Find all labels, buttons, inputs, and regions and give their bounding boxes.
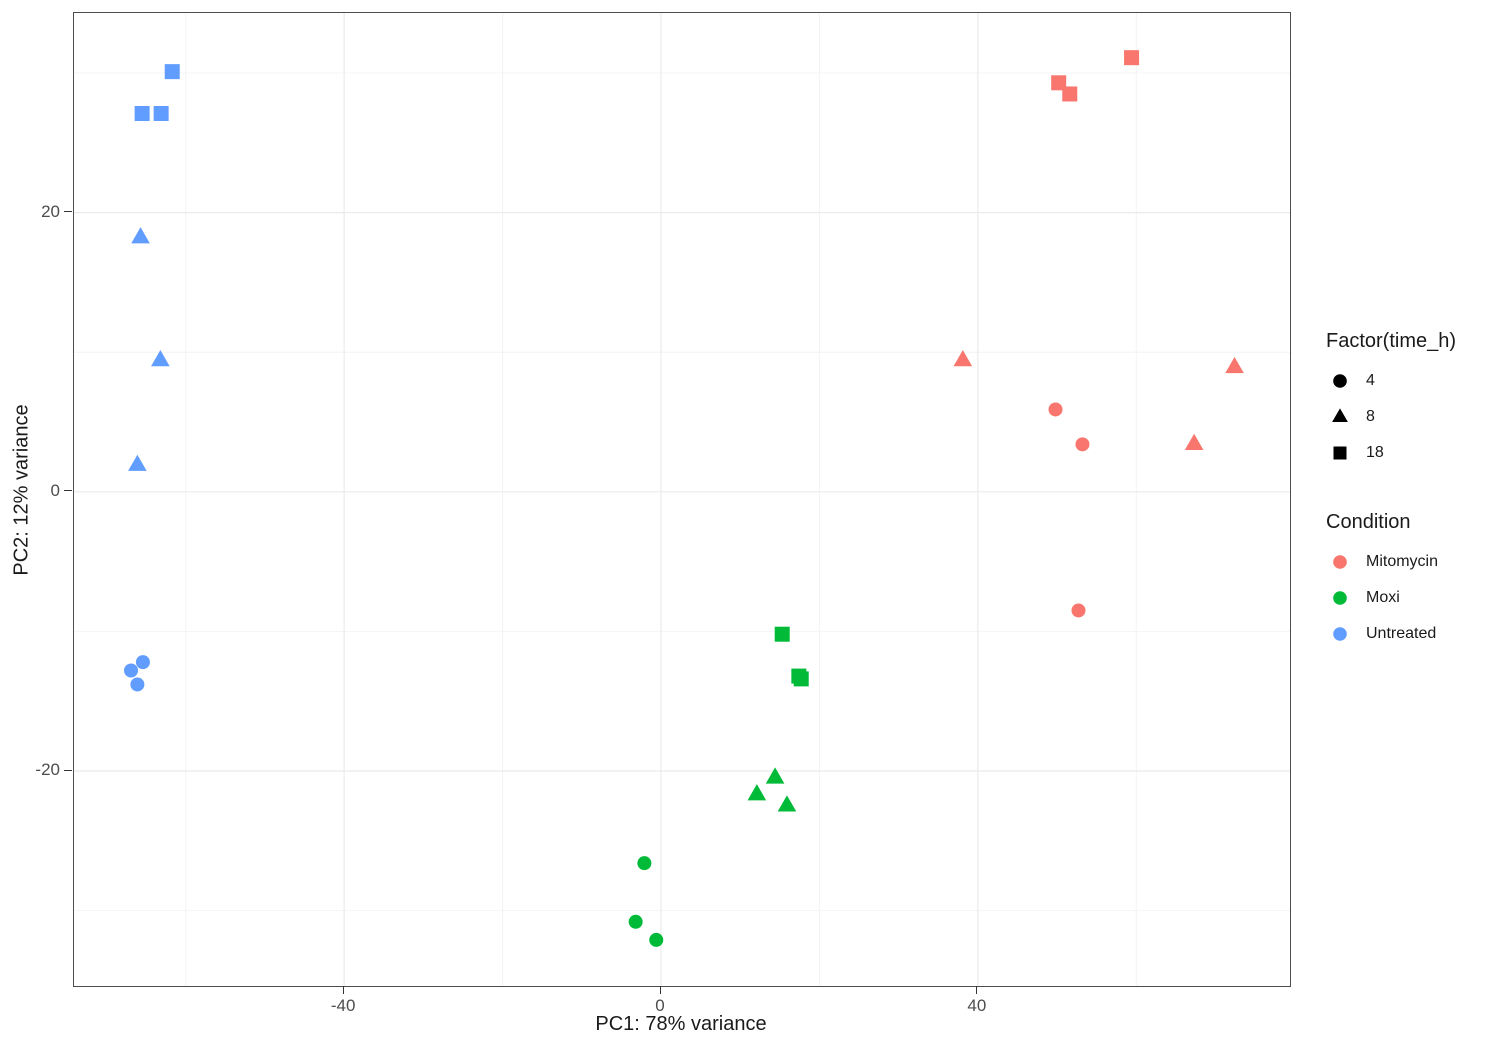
circle-legend-key-icon: [1333, 555, 1347, 569]
data-point-mitomycin-8h: [953, 349, 973, 367]
y-axis-tick-label: -20: [35, 760, 60, 780]
y-axis-tick-label: 0: [50, 480, 60, 500]
data-point-mitomycin-4h: [1048, 402, 1063, 417]
data-point-untreated-18h: [153, 106, 169, 122]
shape-legend-entries: 4 8 18: [1326, 363, 1456, 471]
data-point-untreated-4h: [124, 663, 139, 678]
legend-entry-time-8-key: [1326, 405, 1354, 429]
color-legend: Condition Mitomycin Moxi Untreated: [1326, 511, 1456, 652]
circle-glyph: [1333, 555, 1347, 569]
y-axis-tick-mark: [64, 490, 72, 492]
data-point-moxi-18h: [774, 626, 790, 642]
circle-legend-key-icon: [1333, 627, 1347, 641]
plot-canvas: [74, 13, 1290, 986]
circle-glyph: [1333, 374, 1347, 388]
triangle-glyph: [1332, 408, 1348, 422]
legend-entry-condition-mitomycin-key: [1326, 550, 1354, 574]
legend-entry-condition-moxi-label: Moxi: [1366, 589, 1400, 606]
legend-entry-condition-mitomycin: Mitomycin: [1326, 544, 1456, 580]
circle-legend-key-icon: [1333, 591, 1347, 605]
circle-legend-key-icon: [1333, 374, 1347, 388]
legend-entry-condition-untreated: Untreated: [1326, 616, 1456, 652]
legend-entry-time-18-key: [1326, 441, 1354, 465]
legend-entry-time-4: 4: [1326, 363, 1456, 399]
data-point-mitomycin-4h: [1075, 437, 1090, 452]
data-point-moxi-8h: [747, 784, 767, 801]
color-legend-title: Condition: [1326, 511, 1411, 533]
y-axis-tick-mark: [64, 769, 72, 771]
square-legend-key-icon: [1333, 446, 1347, 460]
data-point-mitomycin-18h: [1062, 86, 1078, 102]
data-point-untreated-8h: [128, 454, 147, 471]
data-point-mitomycin-8h: [1184, 433, 1204, 450]
data-point-untreated-8h: [151, 349, 170, 367]
legend-entry-time-18: 18: [1326, 435, 1456, 471]
data-point-untreated-18h: [164, 64, 180, 80]
legend-entry-time-4-key: [1326, 369, 1354, 393]
data-point-mitomycin-18h: [1124, 50, 1140, 66]
square-glyph: [1333, 446, 1347, 460]
legend-entry-condition-mitomycin-label: Mitomycin: [1366, 553, 1439, 570]
data-point-mitomycin-4h: [1071, 603, 1086, 618]
x-axis-tick-label: -40: [330, 996, 356, 1015]
legend-entry-condition-moxi: Moxi: [1326, 580, 1456, 616]
x-axis-tick-mark: [976, 986, 978, 994]
data-point-moxi-4h: [637, 856, 652, 871]
data-point-untreated-18h: [134, 106, 150, 122]
triangle-legend-key-icon: [1332, 408, 1348, 422]
color-legend-entries: Mitomycin Moxi Untreated: [1326, 544, 1456, 652]
data-point-mitomycin-8h: [1225, 356, 1244, 374]
data-point-untreated-8h: [131, 227, 150, 244]
x-axis-tick-mark: [342, 986, 344, 994]
x-axis-tick-label: 0: [655, 996, 665, 1015]
data-point-moxi-18h: [793, 671, 809, 687]
data-point-untreated-4h: [135, 655, 150, 670]
data-point-moxi-4h: [628, 914, 643, 929]
plot-panel: [73, 12, 1291, 987]
legend-entry-time-8-label: 8: [1366, 408, 1375, 425]
legend-entry-time-4-label: 4: [1366, 372, 1375, 389]
data-point-moxi-4h: [649, 932, 664, 947]
legend-entry-time-18-label: 18: [1366, 444, 1384, 461]
legend-entry-condition-untreated-label: Untreated: [1366, 625, 1437, 642]
legend-entry-time-8: 8: [1326, 399, 1456, 435]
data-point-moxi-8h: [777, 795, 797, 812]
y-axis-title: PC2: 12% variance: [10, 404, 33, 576]
legend-entry-condition-moxi-key: [1326, 586, 1354, 610]
shape-legend: Factor(time_h) 4 8 18: [1326, 330, 1456, 471]
x-axis-title: PC1: 78% variance: [595, 1013, 767, 1035]
circle-glyph: [1333, 627, 1347, 641]
legend-entry-condition-untreated-key: [1326, 622, 1354, 646]
y-axis-tick-label: 20: [41, 201, 60, 221]
x-axis-tick-mark: [659, 986, 661, 994]
y-axis-tick-mark: [64, 211, 72, 213]
data-point-untreated-4h: [130, 677, 145, 692]
data-point-moxi-8h: [765, 767, 785, 784]
shape-legend-title: Factor(time_h): [1326, 330, 1457, 352]
legend: Factor(time_h) 4 8 18 Condition Mitomycin M…: [1326, 330, 1456, 652]
circle-glyph: [1333, 591, 1347, 605]
x-axis-tick-label: 40: [967, 996, 987, 1015]
